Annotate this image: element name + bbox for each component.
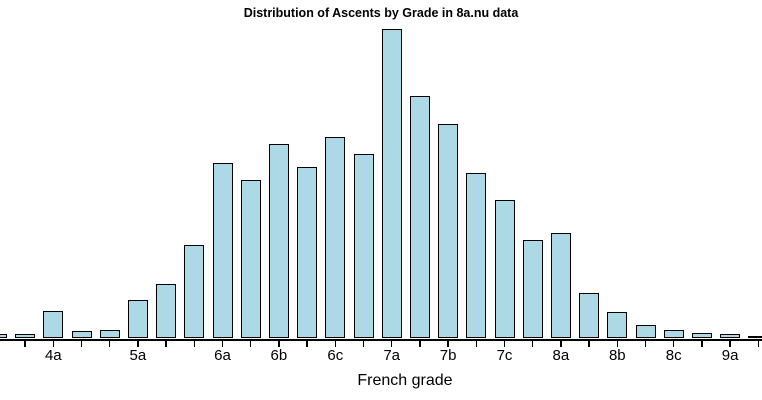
bar-9a: [720, 334, 741, 338]
x-tick-6c+: [362, 341, 365, 347]
x-tick-8a: [560, 341, 562, 347]
bar-3c: [15, 334, 36, 338]
x-tick-4b: [80, 341, 83, 347]
x-tick-6c: [334, 341, 337, 347]
x-tick-7b: [447, 341, 449, 347]
x-tick-label-6b: 6b: [270, 347, 288, 364]
x-tick-7a: [390, 341, 393, 347]
bar-6b: [268, 143, 289, 338]
x-tick-label-7a: 7a: [383, 347, 401, 364]
bar-8b+: [635, 325, 656, 338]
bar-6c: [325, 137, 346, 338]
bar-8a+: [579, 292, 600, 338]
x-tick-8c+: [701, 341, 703, 347]
x-tick-label-7c: 7c: [496, 347, 513, 364]
x-tick-5a: [137, 341, 139, 347]
x-tick-label-5a: 5a: [129, 347, 147, 364]
x-tick-6a: [221, 341, 224, 347]
x-tick-4a: [52, 341, 55, 347]
x-tick-label-9a: 9a: [721, 347, 739, 364]
bar-5b: [156, 283, 177, 338]
x-axis-line: [0, 339, 762, 341]
x-tick-label-6a: 6a: [214, 347, 231, 364]
x-tick-8c: [672, 341, 675, 347]
x-tick-6a+: [249, 341, 252, 347]
x-tick-7c+: [531, 341, 534, 347]
bar-8b: [607, 311, 628, 338]
x-tick-5c: [193, 341, 196, 347]
x-tick-6b+: [306, 341, 308, 347]
x-tick-7c: [503, 341, 506, 347]
x-tick-label-7b: 7b: [439, 347, 457, 364]
bar-6b+: [297, 166, 318, 338]
bar-7a+: [409, 96, 430, 338]
bar-4a: [43, 311, 64, 338]
x-tick-9a: [729, 341, 731, 347]
bar-7b: [438, 123, 459, 338]
x-tick-8b+: [644, 341, 647, 347]
chart-title: Distribution of Ascents by Grade in 8a.n…: [243, 6, 519, 20]
bar-4b: [71, 331, 92, 338]
x-tick-7a+: [419, 341, 421, 347]
bar-6c+: [353, 153, 374, 338]
bar-7c: [494, 200, 515, 338]
bar-7b+: [466, 172, 487, 338]
x-axis-caption: French grade: [357, 372, 453, 389]
bar-4c: [99, 330, 120, 338]
x-tick-8a+: [588, 341, 590, 347]
bar-5a: [127, 299, 148, 338]
x-tick-label-8c: 8c: [665, 347, 682, 364]
x-tick-3c: [24, 341, 26, 347]
bar-5c: [184, 244, 205, 338]
x-tick-9a+: [757, 341, 760, 347]
bar-3b: [0, 334, 7, 338]
x-tick-8b: [616, 341, 619, 347]
x-tick-7b+: [475, 341, 478, 347]
bar-8c: [663, 329, 684, 338]
x-tick-5b: [165, 341, 167, 347]
bar-8c+: [691, 332, 712, 338]
bar-6a: [212, 163, 233, 338]
x-tick-label-8b: 8b: [608, 347, 626, 364]
bar-9a+: [748, 335, 762, 338]
x-tick-label-6c: 6c: [327, 347, 344, 364]
x-tick-4c: [108, 341, 111, 347]
x-tick-label-8a: 8a: [552, 347, 570, 364]
x-tick-label-4a: 4a: [44, 347, 62, 364]
x-tick-6b: [278, 341, 280, 347]
bar-6a+: [240, 180, 261, 338]
bar-8a: [550, 233, 571, 338]
bar-7a: [381, 28, 402, 338]
bar-7c+: [522, 239, 543, 338]
